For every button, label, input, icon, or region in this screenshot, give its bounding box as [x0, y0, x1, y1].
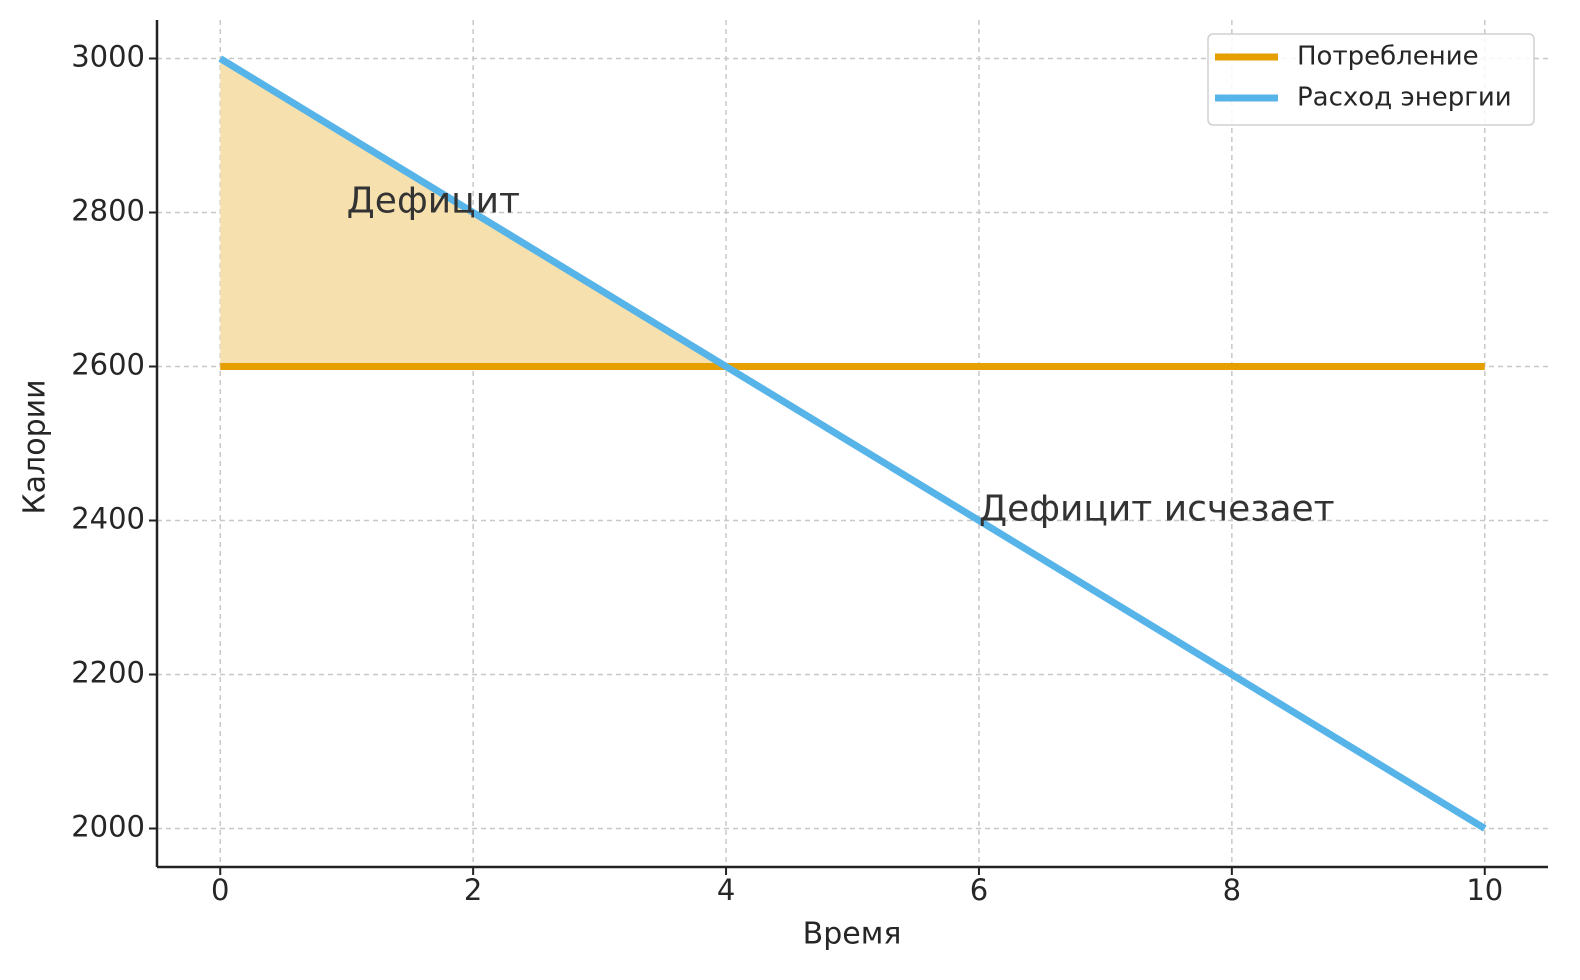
legend-label: Потребление [1297, 42, 1479, 72]
y-tick-label: 2000 [71, 810, 145, 844]
line-series [218, 55, 1487, 832]
annotation: Дефицит исчезает [979, 489, 1335, 530]
x-tick-label: 2 [464, 873, 482, 907]
x-tick-label: 6 [970, 873, 988, 907]
x-axis-label: Время [803, 917, 902, 952]
y-tick-label: 2400 [71, 502, 145, 536]
x-tick-label: 8 [1223, 873, 1241, 907]
y-tick-label: 3000 [71, 40, 145, 74]
annotation: Дефицит [347, 181, 520, 222]
y-tick-label: 2800 [71, 194, 145, 228]
y-tick-label: 2200 [71, 656, 145, 690]
y-axis-label: Калории [18, 379, 53, 514]
x-tick-label: 4 [717, 873, 735, 907]
x-tick-label: 10 [1466, 873, 1503, 907]
y-tick-label: 2600 [71, 348, 145, 382]
legend-box [1207, 33, 1535, 126]
x-tick-label: 0 [211, 873, 229, 907]
legend-label: Расход энергии [1297, 83, 1512, 113]
